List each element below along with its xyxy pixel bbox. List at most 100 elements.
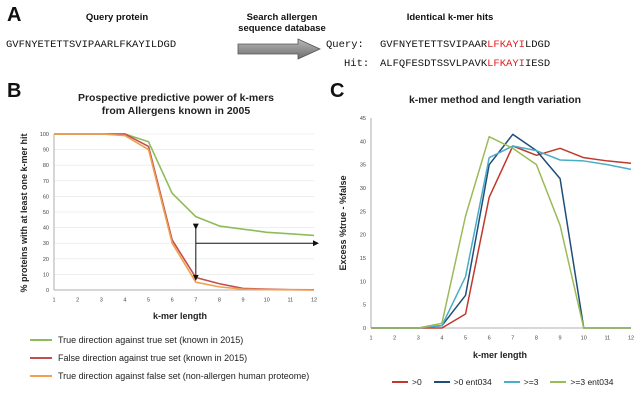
legend-c-label: >0 [412, 377, 422, 387]
y-tick-label: 90 [43, 148, 49, 154]
x-tick-label: 11 [605, 336, 611, 342]
x-tick-label: 2 [393, 336, 396, 342]
legend-b-label: True direction against true set (known i… [58, 335, 244, 345]
chart-b-title-line2: from Allergens known in 2005 [101, 105, 251, 117]
legend-c-swatch [503, 381, 520, 383]
x-tick-label: 3 [417, 336, 420, 342]
chart-b-title-line1: Prospective predictive power of k-mers [77, 92, 275, 104]
x-tick-label: 9 [559, 336, 562, 342]
panel-b-letter: B [7, 80, 22, 102]
x-tick-label: 2 [76, 298, 79, 304]
x-tick-label: 8 [218, 298, 221, 304]
series-line-1 [371, 145, 632, 329]
x-tick-label: 10 [581, 336, 587, 342]
legend-c-item-ge3: >=3 [503, 377, 539, 387]
chart-b-xlabel: k-mer length [152, 311, 207, 321]
x-tick-label: 5 [464, 336, 467, 342]
legend-c-item-gt0-ent034: >0 ent034 [433, 377, 492, 387]
x-tick-label: 7 [511, 336, 514, 342]
query-seq-after: LDGD [524, 39, 551, 51]
series-line-1 [54, 133, 315, 237]
x-tick-label: 10 [264, 298, 270, 304]
legend-c-label: >=3 ent034 [570, 377, 614, 387]
alignment-hit-sequence: ALFQFESDTSSVLPAVKLFKAYIIESD [380, 58, 550, 70]
identical-hits-heading: Identical k-mer hits [406, 12, 494, 23]
query-seq-match: LFKAYI [487, 39, 525, 51]
y-tick-label: 45 [360, 116, 366, 122]
legend-b-swatch-green [30, 339, 52, 341]
y-tick-label: 20 [43, 257, 49, 263]
x-tick-label: 7 [194, 298, 197, 304]
legend-c-label: >=3 [523, 377, 539, 387]
x-tick-label: 6 [171, 298, 174, 304]
chart-b-title: Prospective predictive power of k-mers f… [40, 92, 312, 118]
panel-c-letter: C [330, 80, 345, 102]
alignment-query-label: Query: [326, 39, 364, 51]
y-tick-label: 40 [360, 139, 366, 145]
y-tick-label: 80 [43, 163, 49, 169]
x-tick-label: 9 [242, 298, 245, 304]
y-tick-label: 25 [360, 209, 366, 215]
series-line-3 [54, 133, 315, 291]
legend-c-swatch [550, 381, 567, 383]
legend-c-swatch [433, 381, 450, 383]
y-tick-label: 15 [360, 256, 366, 262]
x-tick-label: 6 [488, 336, 491, 342]
legend-b-label: True direction against false set (non-al… [58, 371, 310, 381]
hit-seq-match: LFKAYI [487, 58, 525, 70]
legend-c-label: >0 ent034 [453, 377, 492, 387]
x-tick-label: 5 [147, 298, 150, 304]
legend-b-label: False direction against true set (known … [58, 353, 248, 363]
alignment-query-sequence: GVFNYETETTSVIPAARLFKAYILDGD [380, 39, 550, 51]
y-tick-label: 20 [360, 233, 366, 239]
chart-c-xlabel: k-mer length [472, 350, 527, 360]
y-tick-label: 0 [363, 326, 366, 332]
search-heading-line2: sequence database [238, 23, 326, 34]
search-database-heading: Search allergen sequence database [222, 12, 342, 34]
chart-b-legend: True direction against true set (known i… [30, 331, 330, 385]
chart-c-legend: >0 >0 ent034 >=3 >=3 ent034 [392, 377, 625, 387]
y-tick-label: 100 [40, 132, 49, 138]
y-tick-label: 30 [43, 241, 49, 247]
y-tick-label: 10 [43, 272, 49, 278]
y-tick-label: 40 [43, 226, 49, 232]
y-tick-label: 5 [363, 303, 366, 309]
hit-seq-before: ALFQFESDTSSVLPAVK [380, 58, 488, 70]
y-tick-label: 60 [43, 194, 49, 200]
alignment-hit-label: Hit: [344, 58, 370, 70]
x-tick-label: 1 [52, 298, 55, 304]
search-arrow-icon [237, 38, 321, 60]
x-tick-label: 4 [440, 336, 443, 342]
legend-b-item-true-true: True direction against true set (known i… [30, 331, 330, 349]
legend-c-item-gt0: >0 [392, 377, 422, 387]
x-tick-label: 4 [123, 298, 126, 304]
y-tick-label: 50 [43, 210, 49, 216]
legend-b-swatch-orange [30, 375, 52, 377]
y-tick-label: 70 [43, 179, 49, 185]
legend-b-swatch-red [30, 357, 52, 359]
series-line-4 [371, 135, 631, 329]
legend-c-swatch [392, 381, 408, 383]
y-tick-label: 10 [360, 279, 366, 285]
x-tick-label: 3 [100, 298, 103, 304]
y-tick-label: 30 [360, 186, 366, 192]
series-line-2 [371, 133, 631, 329]
x-tick-label: 1 [369, 336, 372, 342]
legend-b-item-true-false: True direction against false set (non-al… [30, 367, 330, 385]
legend-b-item-false-true: False direction against true set (known … [30, 349, 330, 367]
query-sequence: GVFNYETETTSVIPAARLFKAYILDGD [6, 39, 177, 51]
y-tick-label: 35 [360, 163, 366, 169]
x-tick-label: 11 [288, 298, 294, 304]
chart-c-title: k-mer method and length variation [408, 94, 582, 106]
hit-seq-after: IESD [524, 58, 551, 70]
x-tick-label: 12 [628, 336, 634, 342]
panel-a-letter: A [7, 4, 22, 26]
y-tick-label: 0 [46, 288, 49, 294]
x-tick-label: 12 [311, 298, 317, 304]
query-protein-heading: Query protein [85, 12, 149, 23]
search-heading-line1: Search allergen [246, 12, 318, 23]
legend-c-item-ge3-ent034: >=3 ent034 [550, 377, 613, 387]
x-tick-label: 8 [535, 336, 538, 342]
